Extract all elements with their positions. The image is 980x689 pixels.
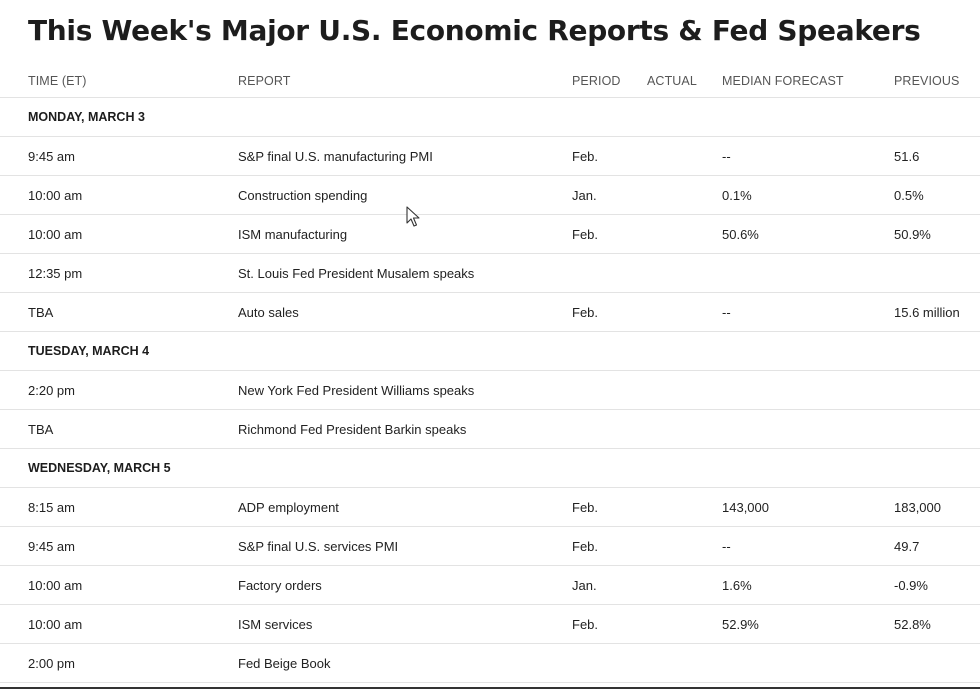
mouse-pointer-icon [406,206,420,227]
day-header-row: MONDAY, MARCH 3 [0,98,980,137]
period-cell: Feb. [572,538,599,554]
table-row: 9:45 am S&P final U.S. manufacturing PMI… [0,137,980,176]
report-cell: ISM manufacturing [238,226,348,242]
period-cell: Feb. [572,148,599,164]
table-row: 10:00 am ISM services Feb. 52.9% 52.8% [0,605,980,644]
forecast-cell: 52.9% [722,616,759,632]
report-cell: S&P final U.S. manufacturing PMI [238,148,433,164]
table-row: 10:00 am Factory orders Jan. 1.6% -0.9% [0,566,980,605]
forecast-cell: 0.1% [722,187,752,203]
table-row: TBA Auto sales Feb. -- 15.6 million [0,293,980,332]
previous-cell: -0.9% [894,577,928,593]
previous-cell: 15.6 million [894,304,960,320]
report-cell: New York Fed President Williams speaks [238,382,475,398]
previous-cell: 0.5% [894,187,924,203]
table-row: 9:45 am S&P final U.S. services PMI Feb.… [0,527,980,566]
day-label: MONDAY, MARCH 3 [28,110,145,124]
table-row: 8:15 am ADP employment Feb. 143,000 183,… [0,488,980,527]
column-header-actual: ACTUAL [647,73,697,88]
report-cell: Factory orders [238,577,322,593]
previous-cell: 50.9% [894,226,931,242]
period-cell: Feb. [572,226,599,242]
period-cell: Jan. [572,577,597,593]
previous-cell: 183,000 [894,499,941,515]
time-cell: 10:00 am [28,187,83,203]
time-cell: TBA [28,304,54,320]
period-cell: Feb. [572,499,599,515]
column-header-median-forecast: MEDIAN FORECAST [722,73,844,88]
time-cell: 2:20 pm [28,382,75,398]
forecast-cell: 50.6% [722,226,759,242]
day-label: TUESDAY, MARCH 4 [28,344,150,358]
report-cell: ADP employment [238,499,339,515]
column-header-time: TIME (ET) [28,73,87,88]
time-cell: 10:00 am [28,577,83,593]
forecast-cell: -- [722,538,731,554]
day-label: WEDNESDAY, MARCH 5 [28,461,171,475]
report-cell: Richmond Fed President Barkin speaks [238,421,467,437]
period-cell: Jan. [572,187,597,203]
report-cell: S&P final U.S. services PMI [238,538,399,554]
table-row: 2:00 pm Fed Beige Book [0,644,980,683]
period-cell: Feb. [572,304,599,320]
report-cell: Fed Beige Book [238,655,331,671]
report-cell: St. Louis Fed President Musalem speaks [238,265,475,281]
time-cell: 10:00 am [28,616,83,632]
period-cell: Feb. [572,616,599,632]
table-header-row: TIME (ET) REPORT PERIOD ACTUAL MEDIAN FO… [0,64,980,98]
column-header-period: PERIOD [572,73,621,88]
time-cell: 10:00 am [28,226,83,242]
time-cell: 9:45 am [28,538,75,554]
forecast-cell: 1.6% [722,577,752,593]
day-header-row: TUESDAY, MARCH 4 [0,332,980,371]
previous-cell: 49.7 [894,538,920,554]
page-title: This Week's Major U.S. Economic Reports … [28,14,921,47]
table-row: 10:00 am ISM manufacturing Feb. 50.6% 50… [0,215,980,254]
report-cell: ISM services [238,616,313,632]
previous-cell: 52.8% [894,616,931,632]
report-cell: Auto sales [238,304,299,320]
day-header-row: WEDNESDAY, MARCH 5 [0,449,980,488]
time-cell: 2:00 pm [28,655,75,671]
table-row: TBA Richmond Fed President Barkin speaks [0,410,980,449]
economic-calendar-table: TIME (ET) REPORT PERIOD ACTUAL MEDIAN FO… [0,64,980,683]
column-header-previous: PREVIOUS [894,73,960,88]
column-header-report: REPORT [238,73,291,88]
table-row: 12:35 pm St. Louis Fed President Musalem… [0,254,980,293]
forecast-cell: -- [722,304,731,320]
time-cell: 8:15 am [28,499,75,515]
report-cell: Construction spending [238,187,368,203]
forecast-cell: 143,000 [722,499,769,515]
time-cell: TBA [28,421,54,437]
time-cell: 9:45 am [28,148,75,164]
forecast-cell: -- [722,148,731,164]
previous-cell: 51.6 [894,148,920,164]
table-row: 10:00 am Construction spending Jan. 0.1%… [0,176,980,215]
time-cell: 12:35 pm [28,265,83,281]
table-row: 2:20 pm New York Fed President Williams … [0,371,980,410]
